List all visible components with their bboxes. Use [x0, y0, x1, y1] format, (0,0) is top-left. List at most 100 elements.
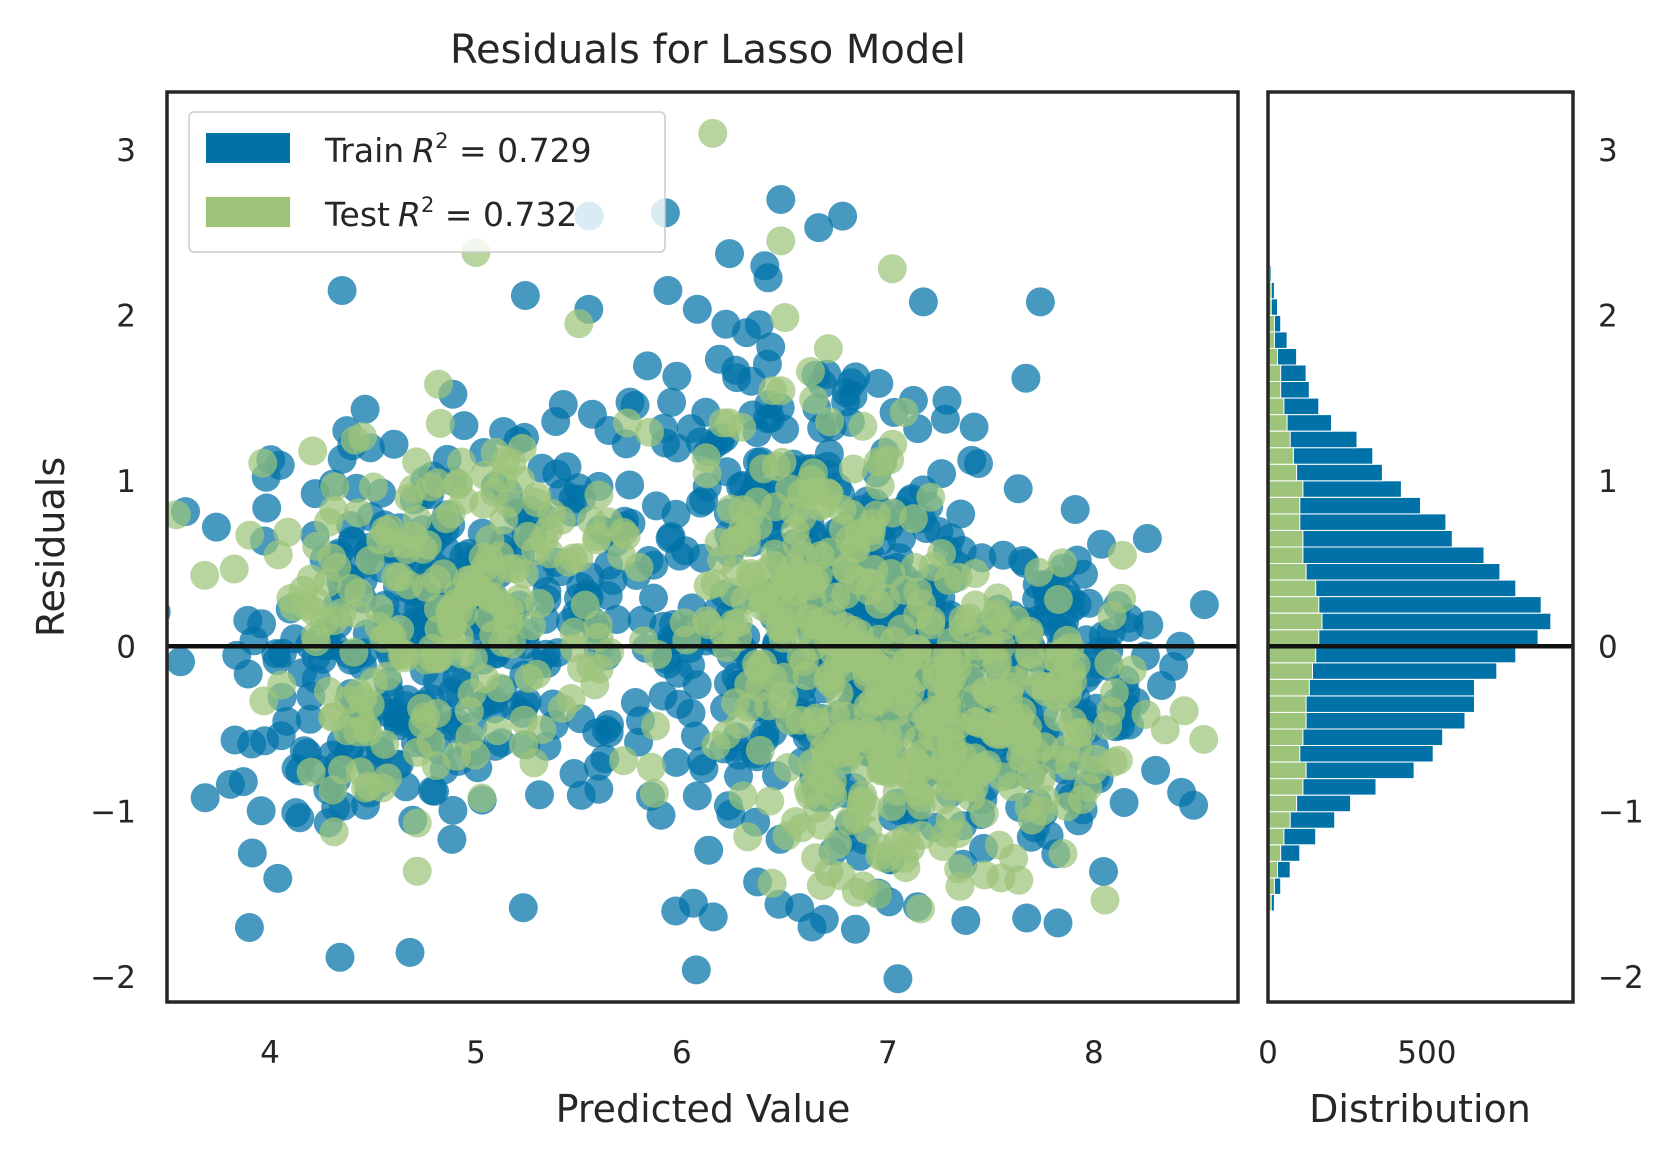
- test-point: [408, 709, 438, 739]
- test-point: [534, 515, 564, 545]
- test-point: [249, 686, 279, 716]
- test-point: [945, 871, 975, 901]
- train-point: [828, 201, 858, 231]
- train-point: [510, 281, 540, 310]
- test-point: [889, 650, 919, 680]
- test-histogram-bar: [1268, 496, 1301, 515]
- test-point: [831, 579, 861, 609]
- train-point: [682, 781, 712, 811]
- test-point: [795, 780, 825, 810]
- test-point: [815, 407, 845, 437]
- test-point: [460, 740, 490, 770]
- test-point: [962, 706, 992, 736]
- test-point: [936, 627, 966, 657]
- test-point: [1066, 718, 1096, 748]
- test-point: [583, 610, 613, 640]
- test-point: [770, 303, 800, 332]
- train-point: [750, 251, 780, 281]
- test-point: [814, 857, 844, 887]
- y-tick-label: 0: [116, 629, 136, 665]
- test-point: [927, 539, 957, 569]
- test-point: [1026, 764, 1056, 794]
- train-point: [715, 239, 744, 269]
- test-point: [813, 334, 843, 364]
- test-point: [973, 678, 1003, 708]
- test-point: [1189, 724, 1219, 754]
- test-point: [319, 606, 349, 636]
- test-point: [355, 545, 385, 575]
- test-point: [743, 511, 773, 541]
- histogram-x-tick-label: 500: [1397, 1035, 1456, 1071]
- test-point: [547, 693, 577, 723]
- train-point: [1012, 903, 1042, 933]
- test-point: [831, 734, 861, 764]
- train-point: [295, 704, 325, 734]
- train-point: [327, 276, 357, 305]
- test-point: [750, 557, 780, 587]
- test-point: [167, 500, 191, 530]
- test-point: [1097, 601, 1127, 631]
- test-histogram-bar: [1268, 513, 1301, 531]
- train-point: [1089, 857, 1118, 886]
- train-point: [957, 445, 987, 475]
- test-point: [855, 568, 885, 598]
- train-point: [566, 780, 596, 810]
- test-point: [830, 701, 860, 731]
- test-histogram-bar: [1268, 414, 1288, 432]
- x-axis-ticks: 4 5 6 7 8: [260, 1035, 1104, 1071]
- train-point: [379, 429, 409, 459]
- x-tick-label: 5: [466, 1035, 486, 1071]
- x-axis-label: Predicted Value: [556, 1087, 851, 1131]
- train-point: [233, 659, 263, 689]
- test-point: [792, 661, 822, 691]
- train-point: [648, 681, 678, 711]
- train-point: [838, 381, 868, 411]
- test-histogram-bar: [1268, 629, 1320, 647]
- x-tick-label: 4: [260, 1035, 280, 1071]
- test-histogram-bar: [1268, 447, 1294, 465]
- test-point: [848, 871, 878, 901]
- train-point: [1060, 495, 1090, 524]
- train-point: [252, 493, 282, 523]
- test-point: [877, 792, 907, 821]
- train-point: [698, 902, 728, 932]
- train-point: [804, 213, 834, 243]
- test-point: [288, 575, 318, 605]
- train-point: [583, 751, 613, 781]
- test-histogram-bar: [1268, 430, 1291, 449]
- train-point: [694, 835, 724, 865]
- test-histogram-bar: [1268, 364, 1282, 382]
- test-point: [343, 498, 373, 528]
- test-point: [635, 417, 664, 447]
- train-point: [263, 863, 293, 893]
- y-tick-label-right: 3: [1598, 133, 1618, 169]
- test-point: [449, 599, 479, 629]
- test-point: [1098, 747, 1128, 777]
- test-point: [1169, 696, 1199, 726]
- train-point: [657, 387, 687, 417]
- test-point: [1017, 805, 1047, 835]
- test-point: [747, 591, 777, 621]
- test-point: [700, 569, 730, 599]
- test-histogram-bar: [1268, 612, 1323, 631]
- y-tick-label: 3: [116, 133, 136, 169]
- test-point: [345, 700, 375, 730]
- test-point: [796, 357, 825, 387]
- test-point: [424, 369, 454, 399]
- train-point: [246, 796, 276, 826]
- test-histogram-bar: [1268, 480, 1304, 498]
- test-point: [755, 786, 785, 816]
- y-tick-label-right: 1: [1598, 464, 1618, 500]
- train-point: [525, 780, 554, 810]
- test-point: [468, 542, 498, 572]
- test-point: [415, 472, 445, 502]
- test-histogram-bar: [1268, 745, 1301, 763]
- train-point: [190, 783, 220, 813]
- test-point: [841, 804, 871, 834]
- test-point: [576, 505, 606, 535]
- test-point: [1052, 792, 1082, 822]
- test-point: [641, 711, 670, 741]
- test-point: [402, 447, 432, 477]
- train-point: [594, 718, 624, 748]
- test-histogram-bar: [1268, 712, 1307, 730]
